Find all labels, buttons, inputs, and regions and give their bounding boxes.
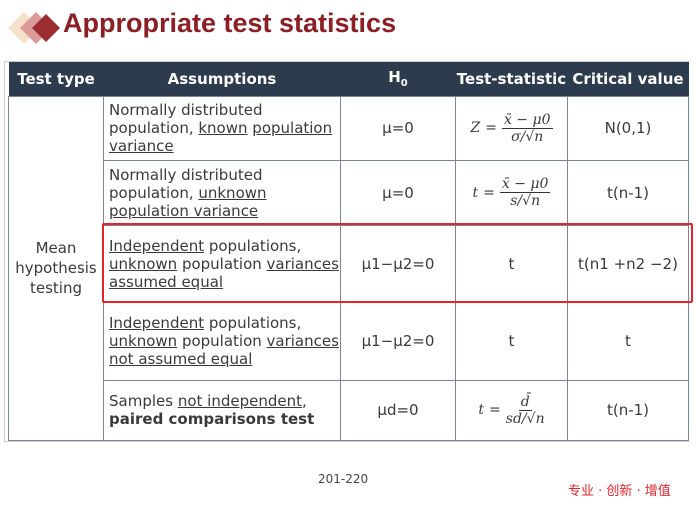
stat-numerator: x̄ − μ0: [499, 176, 551, 193]
critical-value-cell: N(0,1): [567, 95, 689, 161]
test-statistic-cell: Z = x̄ − μ0 σ/√n: [455, 95, 568, 161]
h0-cell: μ=0: [340, 159, 456, 226]
header-test-statistic: Test-statistic: [455, 62, 568, 96]
table-row: Normally distributed population, unknown…: [9, 159, 689, 226]
critical-value-cell: t: [567, 301, 689, 381]
slogan: 专业 · 创新 · 增值: [568, 484, 671, 499]
page-title: Appropriate test statistics: [63, 8, 397, 38]
assumption-cell: Samples not independent, paired comparis…: [103, 379, 341, 441]
critical-value-cell: t(n-1): [567, 379, 689, 441]
stat-lhs: t: [472, 184, 479, 201]
table-row: Samples not independent, paired comparis…: [9, 379, 689, 441]
test-statistic-cell: t = x̄ − μ0 s/√n: [455, 159, 568, 226]
header-test-type: Test type: [8, 62, 104, 96]
stat-denominator: sd/√n: [505, 410, 545, 427]
test-statistics-table: Test type Assumptions H0 Test-statistic …: [8, 62, 689, 441]
assumption-cell: Independent populations, unknown populat…: [103, 224, 341, 303]
h0-cell: μ1−μ2=0: [340, 301, 456, 381]
logo-diamonds-icon: [8, 12, 60, 44]
stat-numerator: x̄ − μ0: [501, 111, 553, 129]
header-critical-value: Critical value: [567, 62, 689, 96]
table-row: Mean hypothesis testing Normally distrib…: [8, 95, 689, 441]
critical-value-cell: t(n-1): [567, 159, 689, 226]
header-h0: H0: [340, 62, 456, 96]
h0-cell: μ=0: [340, 95, 456, 161]
stat-denominator: s/√n: [510, 193, 541, 209]
assumption-cell: Normally distributed population, unknown…: [103, 159, 341, 226]
table-frame: [4, 61, 689, 442]
page-number: 201-220: [318, 472, 369, 486]
stat-lhs: t: [478, 402, 485, 418]
stat-lhs: Z: [470, 120, 481, 136]
assumption-cell: Independent populations, unknown populat…: [103, 301, 341, 381]
stat-numerator: d̄: [518, 393, 532, 411]
assumption-cell: Normally distributed population, known p…: [103, 95, 341, 161]
h0-cell: μd=0: [340, 379, 456, 441]
test-statistic-cell: t: [455, 301, 568, 381]
highlight-box: [102, 223, 693, 303]
test-statistic-cell: t: [455, 224, 568, 303]
table-row: Independent populations, unknown populat…: [9, 301, 689, 381]
test-statistic-cell: t = d̄ sd/√n: [455, 379, 568, 441]
header-assumptions: Assumptions: [103, 62, 341, 96]
critical-value-cell: t(n1 +n2 −2): [567, 224, 689, 303]
stat-denominator: σ/√n: [511, 128, 544, 145]
test-type-cell: Mean hypothesis testing: [8, 95, 104, 441]
